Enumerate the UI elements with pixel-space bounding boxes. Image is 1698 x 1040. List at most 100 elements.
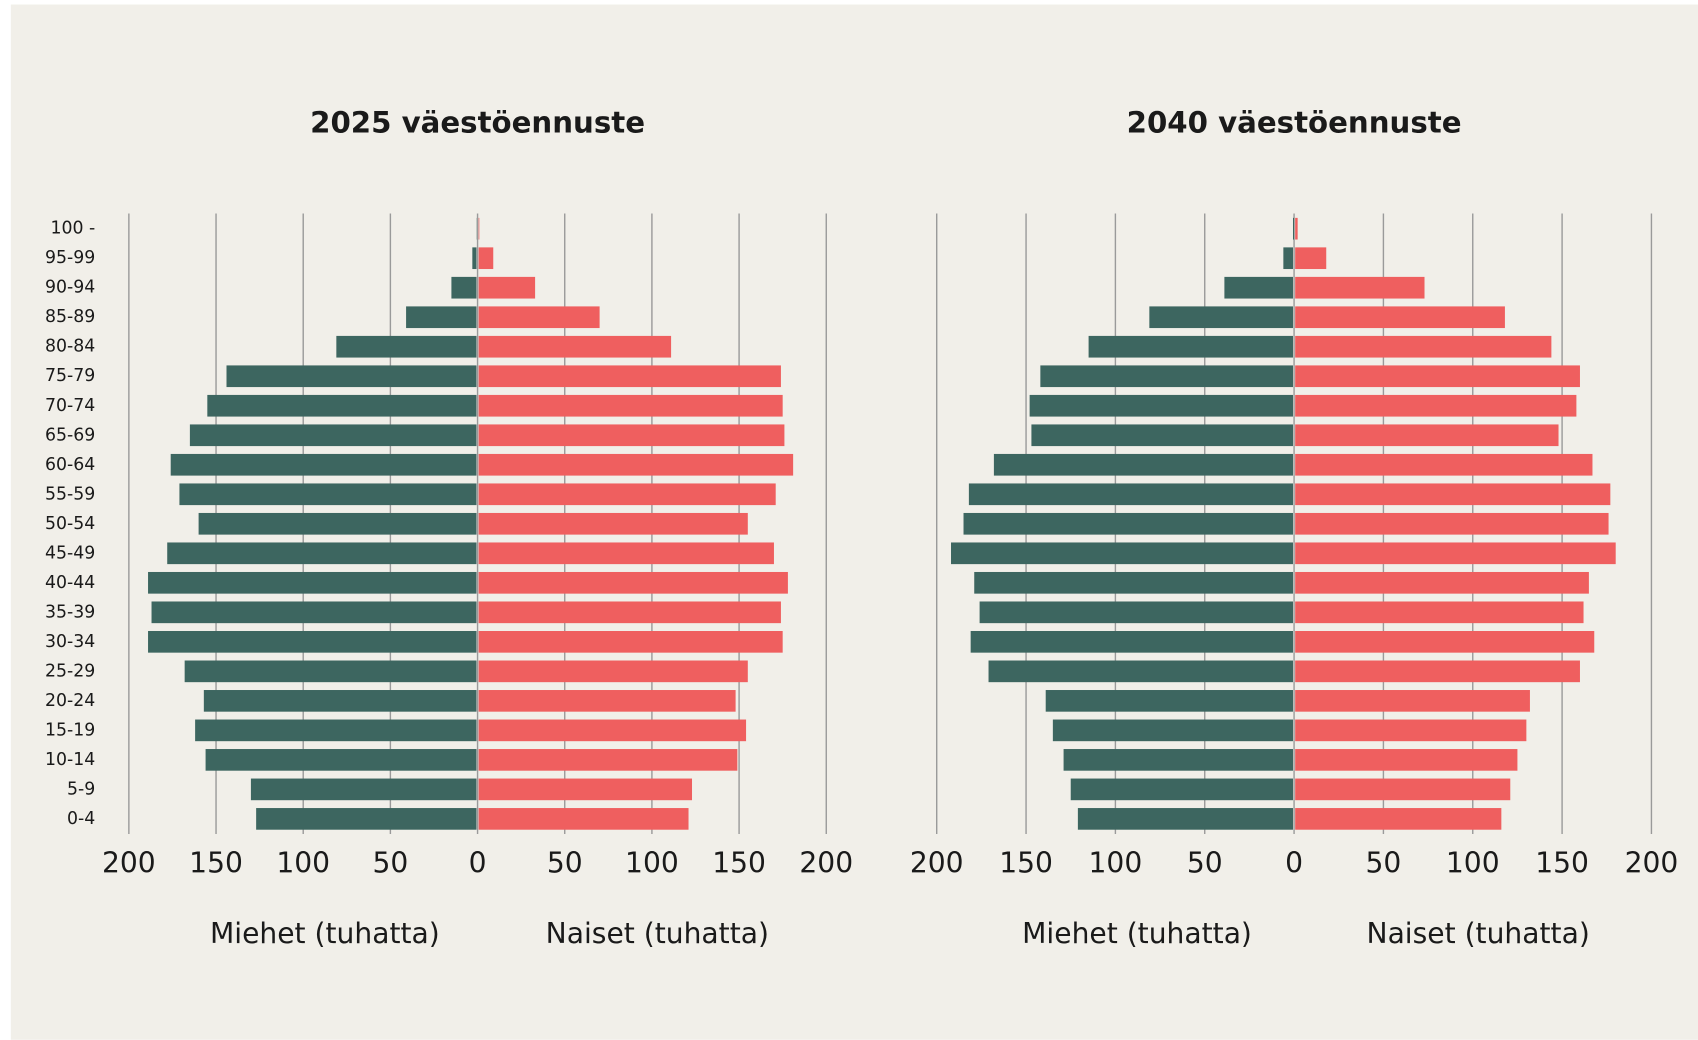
bar <box>1149 306 1293 329</box>
y-tick-label: 95-99 <box>45 248 95 268</box>
y-tick-label: 50-54 <box>45 514 95 534</box>
bar <box>478 749 738 771</box>
bar <box>1295 306 1505 329</box>
y-tick-label: 85-89 <box>45 307 95 327</box>
bar <box>1295 660 1580 683</box>
bar <box>451 276 477 299</box>
bar <box>1295 276 1425 299</box>
x-tick-label: 100 <box>1089 846 1143 879</box>
bar <box>478 335 672 358</box>
bar <box>1295 453 1593 476</box>
bar <box>151 601 477 624</box>
chart-title: 2025 väestöennuste <box>310 106 645 140</box>
bar <box>1295 571 1589 594</box>
bar <box>207 394 477 417</box>
bar <box>203 690 477 712</box>
bar <box>167 542 477 565</box>
bar <box>974 571 1293 594</box>
bar <box>1295 630 1595 653</box>
bar <box>979 601 1293 624</box>
y-tick-label: 80-84 <box>45 337 95 357</box>
bar <box>256 808 477 830</box>
bar <box>478 571 788 594</box>
bar <box>478 719 747 742</box>
y-tick-label: 10-14 <box>45 750 95 770</box>
bar <box>1295 483 1611 506</box>
bar <box>478 483 776 506</box>
bar <box>1295 217 1298 240</box>
bar <box>478 542 774 565</box>
bar <box>478 247 494 270</box>
x-tick-label: 200 <box>102 846 156 879</box>
bar <box>1295 394 1577 417</box>
bar <box>1077 808 1293 830</box>
y-tick-label: 5-9 <box>67 779 95 799</box>
bar <box>1295 512 1609 535</box>
x-tick-label: 0 <box>1285 846 1303 879</box>
bar <box>1029 394 1293 417</box>
bar <box>1295 601 1584 624</box>
bar <box>478 276 536 299</box>
bar <box>478 601 781 624</box>
y-tick-label: 70-74 <box>45 396 95 416</box>
x-tick-label: 100 <box>625 846 679 879</box>
y-tick-label: 15-19 <box>45 720 95 740</box>
bar <box>478 690 736 712</box>
x-tick-label: 200 <box>1625 846 1679 879</box>
bar <box>968 483 1293 506</box>
bar <box>1063 749 1293 771</box>
y-tick-label: 0-4 <box>67 809 95 829</box>
bar <box>1295 749 1518 771</box>
bar <box>195 719 477 742</box>
x-tick-label: 200 <box>910 846 964 879</box>
bar <box>951 542 1293 565</box>
bar <box>1031 424 1293 447</box>
y-tick-label: 60-64 <box>45 455 95 475</box>
bar <box>478 512 748 535</box>
bar <box>1295 335 1552 358</box>
x-tick-label: 100 <box>276 846 330 879</box>
bar <box>189 424 477 447</box>
bar <box>1295 690 1530 712</box>
x-tick-label: 100 <box>1446 846 1500 879</box>
y-tick-label: 45-49 <box>45 543 95 563</box>
bar <box>1295 719 1527 742</box>
x-tick-label: 200 <box>799 846 853 879</box>
bar <box>1295 424 1559 447</box>
bar <box>478 217 480 240</box>
bar <box>963 512 1293 535</box>
bar <box>1295 808 1502 830</box>
x-tick-label: 150 <box>999 846 1053 879</box>
y-tick-label: 40-44 <box>45 573 95 593</box>
bar <box>250 778 477 801</box>
bar <box>170 453 477 476</box>
bar <box>478 394 783 417</box>
y-tick-label: 20-24 <box>45 691 95 711</box>
bar <box>1052 719 1293 742</box>
bar <box>993 453 1293 476</box>
bar <box>1292 217 1295 240</box>
axis-label: Naiset (tuhatta) <box>1367 917 1590 950</box>
bar <box>1295 365 1580 388</box>
x-tick-label: 50 <box>1366 846 1402 879</box>
bar <box>1224 276 1293 299</box>
bar <box>198 512 477 535</box>
bar <box>478 453 794 476</box>
bar <box>1040 365 1293 388</box>
y-tick-label: 100 - <box>50 219 95 239</box>
x-tick-label: 50 <box>372 846 408 879</box>
bar <box>226 365 477 388</box>
bar <box>478 365 781 388</box>
axis-label: Miehet (tuhatta) <box>210 917 440 950</box>
bar <box>1045 690 1293 712</box>
bar <box>1070 778 1293 801</box>
y-tick-label: 90-94 <box>45 278 95 298</box>
bar <box>336 335 477 358</box>
bar <box>1088 335 1293 358</box>
bar <box>970 630 1293 653</box>
x-tick-label: 50 <box>547 846 583 879</box>
y-tick-label: 55-59 <box>45 484 95 504</box>
bar <box>184 660 477 683</box>
